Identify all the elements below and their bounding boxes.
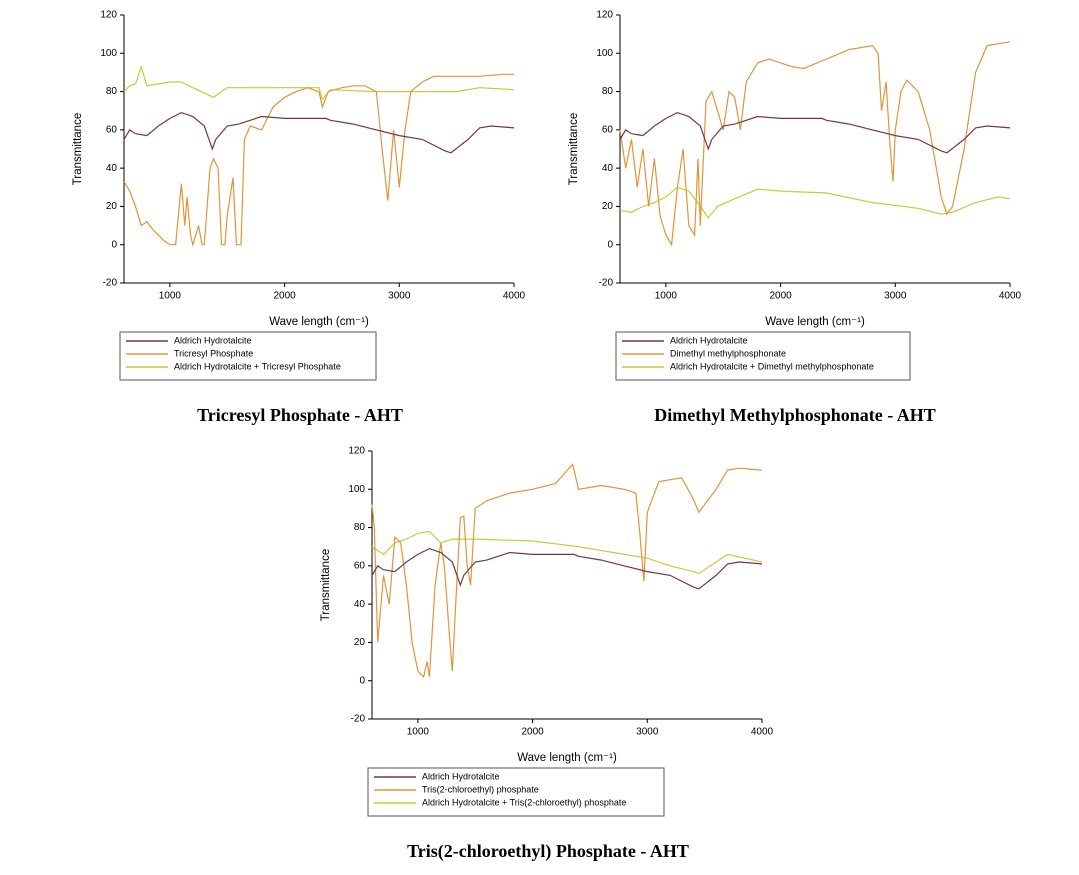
legend-label: Dimethyl methylphosphonate (670, 348, 786, 358)
spectrum-line (371, 547, 763, 590)
y-tick-label: -20 (351, 714, 366, 725)
y-axis-label: Transmittance (72, 113, 84, 185)
caption: Dimethyl Methylphosphonate - AHT (654, 405, 936, 425)
legend-box (615, 331, 911, 381)
y-tick-label: 40 (106, 163, 118, 174)
y-tick-label: 120 (348, 446, 365, 457)
y-tick-label: 0 (359, 675, 365, 686)
chart-panel: -20 0 20 40 60 80 100 120 1000 2000 3000 4000 Wave l… (320, 446, 774, 862)
x-tick-label: 2000 (521, 727, 544, 738)
legend-label: Aldrich Hydrotalcite + Tris(2-chloroethy… (422, 797, 626, 807)
spectrum-line (123, 64, 515, 101)
y-tick-label: 80 (602, 86, 614, 97)
x-tick-label: 4000 (751, 727, 774, 738)
x-tick-label: 4000 (503, 291, 526, 302)
legend-label: Tricresyl Phosphate (174, 348, 253, 358)
x-tick-label: 3000 (388, 291, 411, 302)
y-tick-label: 60 (602, 124, 614, 135)
legend-label: Aldrich Hydrotalcite + Tricresyl Phospha… (174, 361, 341, 371)
legend-box (119, 331, 377, 381)
x-tick-label: 2000 (273, 291, 296, 302)
chart-panel: -20 0 20 40 60 80 100 120 1000 2000 3000 4000 Wave l… (72, 10, 526, 425)
y-tick-label: 60 (106, 124, 118, 135)
y-tick-label: 20 (354, 637, 366, 648)
y-tick-label: 120 (596, 10, 613, 21)
x-tick-label: 1000 (655, 291, 678, 302)
x-tick-label: 1000 (159, 291, 182, 302)
y-tick-label: 20 (106, 201, 118, 212)
y-tick-label: 20 (602, 201, 614, 212)
y-tick-label: 120 (100, 10, 117, 21)
x-tick-label: 3000 (636, 727, 659, 738)
legend-box (367, 767, 665, 817)
x-axis-label: Wave length (cm⁻¹) (765, 316, 865, 328)
chart-panel: -20 0 20 40 60 80 100 120 1000 2000 3000 4000 Wave l… (568, 10, 1022, 425)
spectrum-line (123, 73, 514, 247)
y-tick-label: 100 (596, 48, 613, 59)
y-tick-label: 40 (354, 599, 366, 610)
caption: Tris(2-chloroethyl) Phosphate - AHT (407, 841, 689, 862)
spectrum-line (619, 186, 1011, 219)
legend-label: Aldrich Hydrotalcite (422, 771, 500, 781)
spectrum-line (371, 463, 763, 679)
x-tick-label: 3000 (884, 291, 907, 302)
y-axis-label: Transmittance (320, 549, 332, 621)
x-tick-label: 4000 (999, 291, 1022, 302)
y-tick-label: 100 (348, 484, 365, 495)
spectrum-line (371, 530, 763, 575)
y-tick-label: -20 (599, 278, 614, 289)
y-tick-label: 100 (100, 48, 117, 59)
legend-label: Aldrich Hydrotalcite (174, 335, 252, 345)
x-axis-label: Wave length (cm⁻¹) (517, 752, 617, 764)
y-tick-label: 0 (111, 239, 117, 250)
spectrum-line (619, 111, 1011, 154)
y-tick-label: 60 (354, 560, 366, 571)
legend-label: Aldrich Hydrotalcite (670, 335, 748, 345)
y-tick-label: 0 (607, 239, 613, 250)
x-tick-label: 2000 (769, 291, 792, 302)
spectrum-line (123, 111, 515, 154)
y-tick-label: 80 (106, 86, 118, 97)
y-tick-label: -20 (103, 278, 118, 289)
y-tick-label: 80 (354, 522, 366, 533)
legend-label: Aldrich Hydrotalcite + Dimethyl methylph… (670, 361, 874, 371)
x-tick-label: 1000 (407, 727, 430, 738)
y-tick-label: 40 (602, 163, 614, 174)
spectrum-line (619, 41, 1011, 247)
legend-label: Tris(2-chloroethyl) phosphate (422, 784, 539, 794)
x-axis-label: Wave length (cm⁻¹) (269, 316, 369, 328)
caption: Tricresyl Phosphate - AHT (197, 405, 403, 425)
y-axis-label: Transmittance (568, 113, 580, 185)
